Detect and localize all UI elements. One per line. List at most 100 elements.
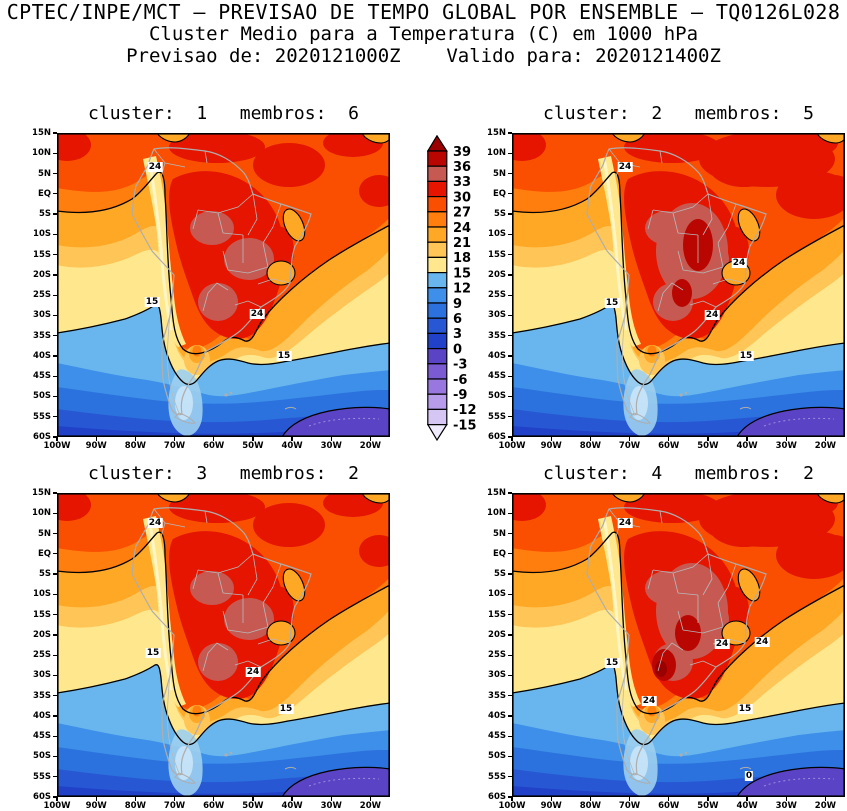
lon-tick-label: 90W [540, 441, 562, 451]
lat-tick-label: 60S [488, 432, 506, 442]
lat-tick-label: 50S [488, 751, 506, 762]
colorbar-label: -3 [453, 358, 467, 373]
lat-tick-label: 20S [33, 629, 51, 640]
lat-tick-label: 5N [492, 528, 506, 539]
lon-tick-label: 20W [359, 441, 382, 451]
colorbar-cell [427, 348, 448, 365]
lon-tick [291, 437, 293, 441]
lat-tick-label: 15N [487, 488, 506, 498]
colorbar-arrow-top [426, 134, 448, 152]
lat-tick-label: 5N [492, 168, 506, 179]
lat-tick-label: 40S [33, 350, 51, 361]
forecast-valid-line: Previsao de: 2020121000Z Valido para: 20… [126, 45, 721, 67]
colorbar-cell [427, 272, 448, 289]
lat-tick-label: 10N [32, 148, 51, 159]
map-frame [512, 493, 845, 797]
lat-tick-label: 25S [33, 650, 51, 661]
colorbar-cell [427, 287, 448, 304]
lon-tick [668, 797, 670, 801]
temperature-contour-art [512, 133, 845, 437]
lat-tick-label: 15S [488, 609, 506, 620]
isotherm-24-line [512, 531, 845, 715]
lon-tick [628, 797, 631, 801]
lat-tick-label: 5S [493, 569, 506, 580]
colorbar-cell [427, 241, 448, 258]
colorbar-cell [427, 211, 448, 228]
lon-tick-label: 70W [618, 441, 641, 451]
colorbar-arrow-bottom [426, 424, 448, 442]
lat-tick-label: 55S [33, 771, 51, 782]
lon-tick-label: 60W [658, 441, 680, 451]
figure-title: CPTEC/INPE/MCT – PREVISAO DE TEMPO GLOBA… [6, 0, 841, 24]
colorbar: 39 36 33 30 27 24 21 18 15 12 9 6 3 0 -3 -6 -9 -12 -15 [426, 134, 485, 447]
lat-tick-label: 50S [488, 391, 506, 402]
lon-tick [746, 437, 748, 441]
lat-tick-label: 30S [33, 670, 51, 681]
panel-title-cluster-1: cluster: 1 membros: 6 [88, 103, 359, 124]
isotherm-24-line [57, 171, 390, 355]
colorbar-label: 33 [453, 175, 471, 190]
lat-tick-label: 55S [33, 411, 51, 422]
patagonia-cool-halo [623, 729, 658, 796]
lat-tick-label: 10S [33, 229, 51, 240]
patagonia-cool-halo [168, 729, 203, 796]
lon-tick-label: 40W [281, 441, 303, 451]
lon-tick [173, 797, 176, 801]
temperature-contour-art [57, 493, 390, 797]
coastal-warm-ovals [156, 133, 390, 286]
lon-tick [330, 437, 332, 441]
lon-tick-label: 30W [320, 441, 342, 451]
lat-tick-label: EQ [37, 188, 51, 199]
lat-tick-label: 60S [33, 432, 51, 442]
colorbar-label: 36 [453, 160, 471, 175]
lat-tick-label: 20S [488, 629, 506, 640]
lon-tick [785, 797, 787, 801]
panel-title-cluster-2: cluster: 2 membros: 5 [543, 103, 814, 124]
colorbar-cell [427, 226, 448, 243]
colorbar-label: 9 [453, 297, 462, 312]
lat-tick-label: 40S [488, 350, 506, 361]
map-plot: 24 15 24 15 15N 10N 5N EQ 5S 10S 15S 20S 25S 30S 35S 4… [32, 128, 390, 451]
lon-tick [785, 437, 787, 441]
lon-tick [95, 797, 97, 801]
lon-tick [213, 437, 215, 441]
isotherm-24-line [57, 531, 390, 715]
lon-tick [134, 797, 137, 801]
colorbar-label: 15 [453, 266, 471, 281]
lat-tick-label: 50S [33, 751, 51, 762]
map-frame [512, 133, 845, 437]
lat-tick-label: 5S [38, 569, 51, 580]
colorbar-label: 30 [453, 190, 471, 205]
lat-tick-label: 35S [33, 690, 51, 701]
lon-tick-label: 60W [203, 441, 225, 451]
lat-tick-label: 30S [488, 670, 506, 681]
lon-tick [589, 797, 592, 801]
lat-tick-label: 60S [33, 792, 51, 802]
lat-tick-label: 15N [32, 488, 51, 498]
lon-tick-label: 20W [814, 441, 837, 451]
colorbar-cell [427, 256, 448, 274]
lat-tick-label: EQ [492, 548, 506, 559]
isotherm-24-line [512, 171, 845, 355]
map-plot: 24 24 24 15 24 15 0 15N 10N 5N EQ 5S 10S 15S 20S 25S 30… [487, 488, 845, 811]
lat-tick-label: 50S [33, 391, 51, 402]
lon-tick-label: 100W [498, 441, 526, 451]
lat-tick-label: 5N [37, 528, 51, 539]
lat-tick-label: 15N [487, 128, 506, 138]
colorbar-cell [427, 150, 448, 167]
lon-tick [511, 797, 513, 801]
lon-tick [56, 437, 58, 441]
lat-tick-label: 20S [488, 269, 506, 280]
colorbar-label: -12 [453, 403, 477, 418]
andes-strip [598, 156, 641, 347]
lat-tick-label: 45S [488, 731, 506, 742]
lat-tick-label: 25S [488, 290, 506, 301]
lon-tick-label: 80W [124, 441, 146, 451]
colorbar-label: -6 [453, 373, 467, 388]
lat-tick-label: 40S [33, 710, 51, 721]
patagonia-cool-halo [168, 369, 203, 436]
lon-tick [95, 437, 97, 441]
lon-tick [824, 797, 827, 801]
lon-tick-label: 70W [163, 441, 186, 451]
panel-title-cluster-4: cluster: 4 membros: 2 [543, 463, 814, 484]
